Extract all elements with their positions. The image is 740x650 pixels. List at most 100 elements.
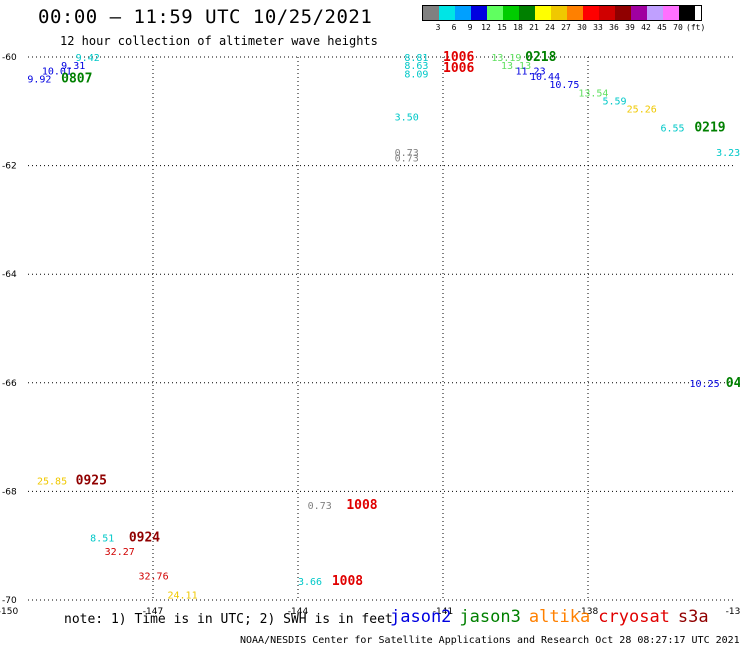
wave-height-label: 9.42 [76, 53, 100, 64]
footer-note: note: 1) Time is in UTC; 2) SWH is in fe… [64, 612, 393, 627]
legend-level-label: 33 [593, 23, 603, 32]
legend-swatch [471, 6, 487, 20]
satellite-label: jason2 [390, 607, 452, 627]
color-legend: 3 6 9 12 15 18 21 24 27 30 33 36 39 42 45 70 (ft) [422, 5, 706, 32]
latitude-tick-label: -66 [2, 379, 17, 389]
legend-level-label: 21 [529, 23, 539, 32]
legend-swatch [423, 6, 439, 20]
pass-time-label: 0924 [129, 531, 160, 546]
legend-level-label: 39 [625, 23, 635, 32]
satellite-label: altika [528, 607, 591, 627]
legend-level-label: 18 [513, 23, 523, 32]
wave-height-label: 3.50 [395, 113, 419, 124]
footer-credit: NOAA/NESDIS Center for Satellite Applica… [240, 635, 740, 646]
legend-color-bar [422, 5, 702, 21]
legend-level-label: 9 [467, 23, 473, 32]
pass-time-label: 0218 [525, 50, 556, 65]
pass-time-label: 0219 [694, 121, 725, 136]
latitude-tick-label: -68 [2, 487, 17, 497]
legend-level-label: 45 [657, 23, 667, 32]
pass-time-label: 0415 [726, 376, 740, 391]
longitude-tick-label: -141 [433, 607, 453, 617]
legend-level-label: 12 [481, 23, 491, 32]
legend-swatch [551, 6, 567, 20]
legend-level-label: 27 [561, 23, 571, 32]
wave-height-label: 25.26 [627, 105, 657, 116]
wave-height-label: 3.66 [298, 577, 322, 588]
satellite-label: s3a [677, 607, 709, 627]
latitude-tick-label: -60 [2, 53, 17, 63]
legend-swatch [535, 6, 551, 20]
legend-level-label: 3 [435, 23, 441, 32]
wave-height-label: 10.25 [690, 379, 720, 390]
longitude-tick-label: -144 [288, 607, 309, 617]
wave-height-label: 8.63 [404, 61, 428, 72]
wave-height-label: 32.76 [139, 572, 169, 583]
legend-swatch [631, 6, 647, 20]
wave-height-label: 0.73 [395, 153, 419, 164]
legend-swatch [519, 6, 535, 20]
legend-level-label: 6 [451, 23, 457, 32]
wave-height-label: 10.44 [530, 72, 560, 83]
legend-swatch [615, 6, 631, 20]
legend-level-label: 70 [673, 23, 683, 32]
wave-height-label: 10.75 [549, 80, 579, 91]
latitude-tick-label: -64 [2, 270, 17, 280]
wave-height-label: 6.55 [661, 124, 685, 135]
longitude-tick-label: -138 [578, 607, 599, 617]
pass-time-label: 0807 [61, 72, 92, 87]
legend-swatch [647, 6, 663, 20]
legend-level-label: (ft) [686, 23, 706, 32]
wave-height-label: 13.13 [501, 61, 531, 72]
satellite-legend: jason2 jason3 altika cryosat s3a [390, 607, 717, 627]
pass-time-label: 1008 [346, 498, 377, 513]
wave-height-label: 9.31 [61, 61, 85, 72]
pass-time-label: 0925 [76, 474, 107, 489]
wave-height-label: 13.19 [491, 53, 521, 64]
legend-swatch [663, 6, 679, 20]
legend-level-label: 24 [545, 23, 555, 32]
map-grid [28, 56, 733, 601]
axis-labels: -150 -147 -144 -141 -138 -13 -60 -62 -64 -66 -68 -7… [0, 53, 740, 617]
pass-time-label: 1006 [443, 61, 474, 76]
legend-swatch [679, 6, 695, 20]
wave-height-label: 24.11 [168, 591, 198, 602]
wave-height-label: 11.23 [516, 67, 546, 78]
legend-level-label: 36 [609, 23, 619, 32]
pass-time-label: 1006 [443, 50, 474, 65]
wave-height-label: 3.23 [716, 148, 740, 159]
legend-swatch [455, 6, 471, 20]
legend-swatch [567, 6, 583, 20]
legend-swatch [503, 6, 519, 20]
satellite-label: cryosat [598, 607, 670, 627]
wave-height-label: 8.51 [90, 534, 114, 545]
latitude-tick-label: -70 [2, 596, 17, 606]
page-title: 00:00 – 11:59 UTC 10/25/2021 [38, 6, 373, 28]
wave-height-label: 10.01 [42, 67, 72, 78]
wave-height-label: 0.73 [395, 148, 419, 159]
wave-height-label: 13.54 [578, 88, 608, 99]
wave-height-label: 0.73 [308, 501, 332, 512]
legend-labels: 3 6 9 12 15 18 21 24 27 30 33 36 39 42 45 70 (ft) [430, 23, 706, 32]
wave-height-label: 25.85 [37, 477, 67, 488]
wave-height-label: 5.59 [603, 96, 627, 107]
satellite-label: jason3 [459, 607, 521, 627]
legend-level-label: 42 [641, 23, 651, 32]
page-subtitle: 12 hour collection of altimeter wave hei… [60, 34, 378, 48]
legend-swatch [583, 6, 599, 20]
longitude-tick-label: -13 [726, 607, 740, 617]
legend-swatch [487, 6, 503, 20]
wave-height-label: 9.92 [27, 75, 51, 86]
legend-level-label: 15 [497, 23, 507, 32]
legend-swatch [439, 6, 455, 20]
legend-level-label: 30 [577, 23, 587, 32]
legend-swatch [599, 6, 615, 20]
latitude-tick-label: -62 [2, 162, 17, 172]
wave-height-label: 32.27 [105, 547, 135, 558]
longitude-tick-label: -147 [143, 607, 163, 617]
wave-height-label: 8.09 [404, 69, 428, 80]
longitude-tick-label: -150 [0, 607, 18, 617]
pass-time-label: 1008 [332, 574, 363, 589]
